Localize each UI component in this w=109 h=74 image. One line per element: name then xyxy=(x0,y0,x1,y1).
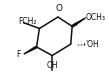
Polygon shape xyxy=(24,46,37,54)
Text: OH: OH xyxy=(46,61,58,70)
Text: 'OH: 'OH xyxy=(86,40,99,49)
Text: FCH₂: FCH₂ xyxy=(18,17,37,26)
Text: F: F xyxy=(16,50,20,59)
Polygon shape xyxy=(72,18,86,27)
Text: OCH₃: OCH₃ xyxy=(86,13,106,22)
Text: O: O xyxy=(55,5,62,13)
